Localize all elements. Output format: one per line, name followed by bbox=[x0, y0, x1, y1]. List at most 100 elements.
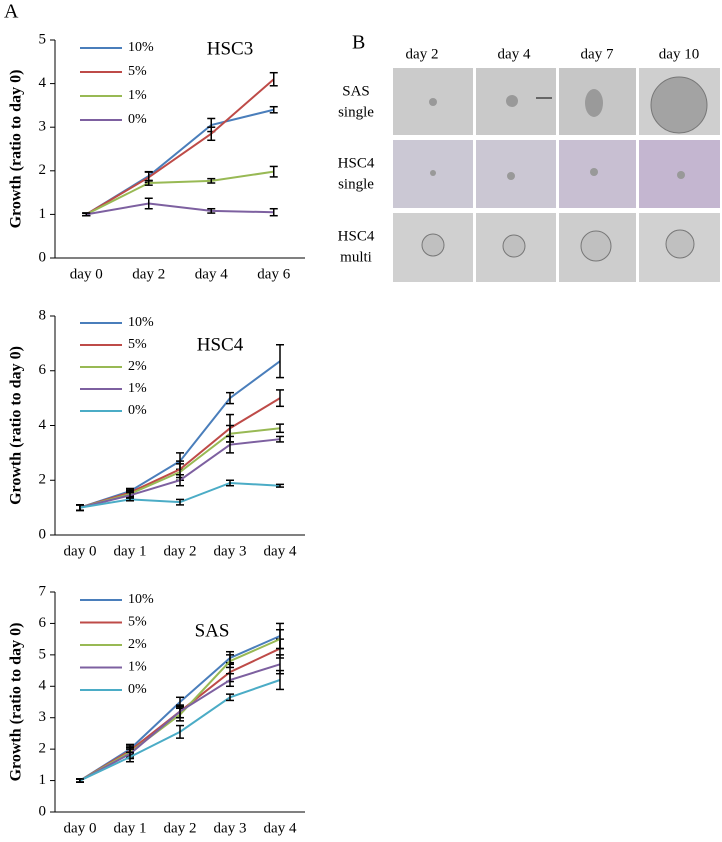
error-bar bbox=[269, 165, 278, 178]
error-bar bbox=[226, 693, 234, 702]
error-bar bbox=[226, 479, 234, 487]
y-axis-label: Growth (ratio to day 0) bbox=[8, 70, 25, 229]
colony bbox=[585, 89, 603, 117]
y-tick-label: 4 bbox=[39, 678, 47, 694]
x-tick-label: day 4 bbox=[195, 266, 228, 282]
error-bar bbox=[269, 71, 278, 87]
legend-label: 2% bbox=[128, 637, 147, 652]
colony bbox=[429, 98, 437, 106]
row-label: HSC4 bbox=[338, 155, 375, 171]
x-tick-label: day 6 bbox=[257, 266, 290, 282]
colony bbox=[677, 171, 685, 179]
y-axis-label: Growth (ratio to day 0) bbox=[8, 346, 25, 505]
image-grid bbox=[393, 68, 720, 282]
y-tick-label: 6 bbox=[39, 615, 47, 631]
column-label: day 4 bbox=[498, 46, 531, 62]
error-bar bbox=[176, 724, 184, 739]
y-tick-label: 0 bbox=[39, 526, 47, 542]
chart-title: SAS bbox=[195, 620, 230, 641]
y-tick-label: 3 bbox=[39, 709, 47, 725]
legend-label: 5% bbox=[128, 615, 147, 630]
error-bar bbox=[276, 389, 284, 408]
column-label: day 10 bbox=[659, 46, 699, 62]
series-line bbox=[85, 170, 274, 216]
y-tick-label: 3 bbox=[39, 119, 47, 135]
error-bar bbox=[144, 180, 153, 186]
row-label: SAS bbox=[342, 83, 370, 99]
error-bar bbox=[276, 423, 284, 434]
y-tick-label: 2 bbox=[39, 472, 47, 488]
colony bbox=[430, 170, 436, 176]
y-tick-label: 4 bbox=[39, 75, 47, 91]
chart-title: HSC4 bbox=[197, 334, 244, 355]
legend-label: 1% bbox=[128, 88, 147, 103]
colony bbox=[590, 168, 598, 176]
x-tick-label: day 3 bbox=[214, 543, 247, 559]
error-bar bbox=[226, 654, 234, 669]
colony bbox=[421, 233, 445, 257]
micrograph bbox=[476, 140, 556, 208]
legend-label: 10% bbox=[128, 592, 154, 607]
error-bar bbox=[207, 207, 216, 214]
y-tick-label: 5 bbox=[39, 31, 47, 47]
row-label: single bbox=[338, 104, 374, 120]
legend-label: 2% bbox=[128, 359, 147, 374]
legend-label: 5% bbox=[128, 64, 147, 79]
y-tick-label: 2 bbox=[39, 741, 47, 757]
legend-label: 10% bbox=[128, 315, 154, 330]
panel-label: A bbox=[4, 1, 19, 23]
colony bbox=[506, 95, 518, 107]
x-tick-label: day 3 bbox=[214, 820, 247, 836]
colony bbox=[650, 76, 708, 134]
micrograph bbox=[559, 140, 636, 208]
y-tick-label: 8 bbox=[39, 307, 47, 323]
error-bar bbox=[276, 483, 284, 488]
y-tick-label: 1 bbox=[39, 772, 47, 788]
y-tick-label: 7 bbox=[39, 583, 47, 599]
legend-label: 5% bbox=[128, 337, 147, 352]
error-bar bbox=[76, 504, 84, 512]
error-bar bbox=[226, 672, 234, 688]
x-tick-label: day 0 bbox=[64, 820, 97, 836]
series-line bbox=[86, 202, 274, 216]
error-bar bbox=[126, 751, 134, 763]
row-label: HSC4 bbox=[338, 228, 375, 244]
colony bbox=[580, 230, 612, 262]
error-bar bbox=[226, 435, 234, 454]
colony bbox=[507, 172, 515, 180]
error-bar bbox=[276, 435, 284, 443]
x-tick-label: day 2 bbox=[132, 266, 165, 282]
x-tick-label: day 2 bbox=[164, 820, 197, 836]
y-tick-label: 0 bbox=[39, 249, 47, 265]
chart-title: HSC3 bbox=[207, 38, 253, 59]
x-tick-label: day 0 bbox=[70, 266, 103, 282]
panel-label: B bbox=[352, 32, 365, 54]
x-tick-label: day 1 bbox=[114, 820, 147, 836]
error-bar bbox=[207, 126, 216, 142]
y-axis-label: Growth (ratio to day 0) bbox=[8, 623, 25, 782]
error-bar bbox=[176, 498, 184, 506]
error-bar bbox=[144, 197, 153, 210]
legend-label: 1% bbox=[128, 660, 147, 675]
legend-label: 0% bbox=[128, 682, 147, 697]
x-tick-label: day 0 bbox=[64, 543, 97, 559]
y-tick-label: 0 bbox=[39, 803, 47, 819]
column-label: day 2 bbox=[406, 46, 439, 62]
colony bbox=[502, 234, 526, 258]
x-tick-label: day 2 bbox=[164, 543, 197, 559]
x-tick-label: day 4 bbox=[264, 543, 297, 559]
row-label: multi bbox=[340, 249, 372, 265]
y-tick-label: 5 bbox=[39, 646, 47, 662]
legend-label: 1% bbox=[128, 381, 147, 396]
column-label: day 7 bbox=[581, 46, 614, 62]
error-bar bbox=[176, 704, 184, 719]
y-tick-label: 1 bbox=[39, 206, 47, 222]
y-tick-label: 6 bbox=[39, 362, 47, 378]
legend-label: 0% bbox=[128, 403, 147, 418]
y-tick-label: 4 bbox=[39, 417, 47, 433]
error-bar bbox=[276, 628, 284, 650]
error-bar bbox=[276, 343, 284, 379]
error-bar bbox=[269, 207, 278, 217]
error-bar bbox=[276, 669, 284, 691]
